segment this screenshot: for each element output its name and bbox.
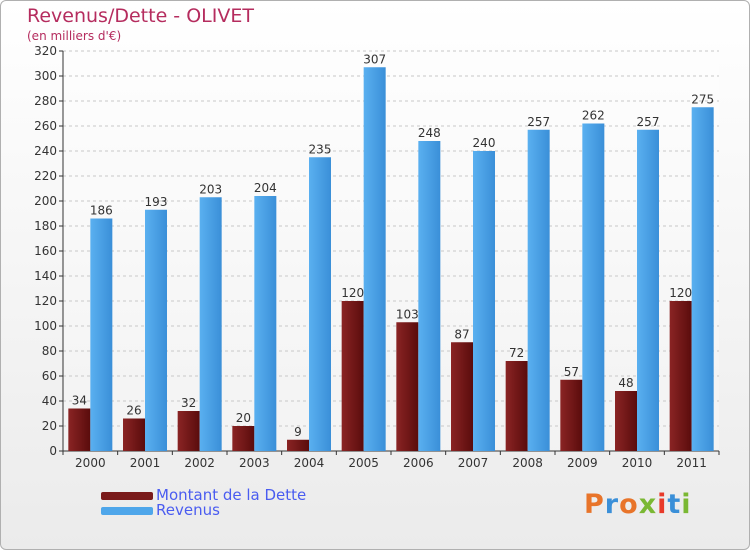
debt-data-label: 72 bbox=[509, 346, 524, 360]
logo-letter: i bbox=[657, 489, 668, 520]
chart-subtitle: (en milliers d'€) bbox=[27, 29, 122, 43]
debt-bar bbox=[560, 379, 583, 451]
x-tick-label: 2011 bbox=[676, 456, 707, 470]
y-tick-label: 80 bbox=[42, 344, 57, 358]
y-tick-label: 0 bbox=[49, 444, 57, 458]
y-tick-label: 100 bbox=[34, 319, 57, 333]
legend-swatch-debt bbox=[101, 492, 153, 500]
debt-data-label: 120 bbox=[669, 286, 692, 300]
revenue-data-label: 257 bbox=[637, 115, 660, 129]
x-tick-label: 2001 bbox=[130, 456, 161, 470]
chart-title: Revenus/Dette - OLIVET bbox=[27, 5, 254, 27]
revenue-bar bbox=[309, 157, 331, 451]
y-tick-label: 140 bbox=[34, 269, 57, 283]
debt-bar bbox=[232, 426, 255, 451]
revenue-data-label: 240 bbox=[473, 136, 496, 150]
revenue-bar bbox=[363, 67, 386, 451]
logo-letter: P bbox=[584, 489, 605, 520]
y-tick-label: 320 bbox=[34, 44, 57, 58]
x-tick-label: 2010 bbox=[622, 456, 653, 470]
debt-bar bbox=[615, 391, 637, 451]
revenue-bar bbox=[691, 107, 714, 451]
logo-letter: x bbox=[638, 489, 658, 520]
y-tick-label: 200 bbox=[34, 194, 57, 208]
revenue-data-label: 307 bbox=[363, 52, 386, 66]
revenue-bar bbox=[473, 151, 495, 451]
x-tick-label: 2008 bbox=[512, 456, 543, 470]
x-tick-label: 2006 bbox=[403, 456, 434, 470]
y-tick-label: 40 bbox=[42, 394, 57, 408]
x-tick-label: 2003 bbox=[239, 456, 270, 470]
y-tick-label: 120 bbox=[34, 294, 57, 308]
debt-data-label: 120 bbox=[341, 286, 364, 300]
debt-data-label: 57 bbox=[564, 365, 579, 379]
revenue-data-label: 248 bbox=[418, 126, 441, 140]
x-tick-label: 2002 bbox=[184, 456, 215, 470]
debt-data-label: 32 bbox=[181, 396, 196, 410]
revenue-data-label: 186 bbox=[90, 204, 113, 218]
y-tick-label: 60 bbox=[42, 369, 57, 383]
legend-swatch-revenue bbox=[101, 507, 153, 515]
x-tick-label: 2005 bbox=[348, 456, 379, 470]
debt-data-label: 9 bbox=[294, 425, 302, 439]
y-tick-label: 180 bbox=[34, 219, 57, 233]
revenue-bar bbox=[582, 123, 605, 451]
debt-bar bbox=[341, 301, 364, 451]
proxiti-logo: Proxiti bbox=[584, 489, 692, 520]
debt-bar bbox=[505, 361, 528, 451]
revenue-data-label: 204 bbox=[254, 181, 277, 195]
logo-letter: i bbox=[681, 489, 692, 520]
debt-bar bbox=[68, 408, 91, 451]
debt-bar bbox=[451, 342, 473, 451]
y-tick-label: 220 bbox=[34, 169, 57, 183]
revenue-data-label: 262 bbox=[582, 109, 605, 123]
y-tick-label: 300 bbox=[34, 69, 57, 83]
revenue-data-label: 275 bbox=[691, 92, 714, 106]
revenue-bar bbox=[199, 197, 222, 451]
debt-bar bbox=[396, 322, 419, 451]
debt-bar bbox=[177, 411, 200, 451]
x-tick-label: 2009 bbox=[567, 456, 598, 470]
debt-bar bbox=[287, 439, 309, 451]
revenue-data-label: 203 bbox=[199, 182, 222, 196]
revenue-bar bbox=[637, 129, 659, 451]
debt-bar bbox=[123, 418, 145, 451]
logo-letter: t bbox=[667, 489, 682, 520]
debt-data-label: 87 bbox=[454, 327, 469, 341]
x-tick-label: 2004 bbox=[294, 456, 325, 470]
debt-data-label: 48 bbox=[618, 376, 633, 390]
logo-letter: o bbox=[619, 489, 639, 520]
debt-data-label: 103 bbox=[396, 307, 419, 321]
revenue-bar bbox=[418, 141, 441, 451]
y-tick-label: 260 bbox=[34, 119, 57, 133]
y-tick-label: 280 bbox=[34, 94, 57, 108]
legend-label-debt: Montant de la Dette bbox=[156, 486, 307, 504]
revenue-bar bbox=[527, 129, 550, 451]
x-tick-label: 2000 bbox=[75, 456, 106, 470]
debt-data-label: 20 bbox=[236, 411, 251, 425]
y-tick-label: 20 bbox=[42, 419, 57, 433]
revenue-bar bbox=[145, 209, 167, 451]
y-tick-label: 240 bbox=[34, 144, 57, 158]
debt-data-label: 26 bbox=[126, 404, 141, 418]
x-tick-label: 2007 bbox=[458, 456, 489, 470]
y-tick-label: 160 bbox=[34, 244, 57, 258]
revenue-data-label: 193 bbox=[145, 195, 168, 209]
debt-bar bbox=[669, 301, 692, 451]
revenue-bar bbox=[90, 218, 113, 451]
revenue-data-label: 257 bbox=[527, 115, 550, 129]
revenue-data-label: 235 bbox=[309, 142, 332, 156]
logo-letter: r bbox=[604, 489, 620, 520]
revenue-bar bbox=[254, 196, 277, 451]
legend-label-revenue: Revenus bbox=[156, 501, 220, 519]
debt-data-label: 34 bbox=[72, 394, 87, 408]
